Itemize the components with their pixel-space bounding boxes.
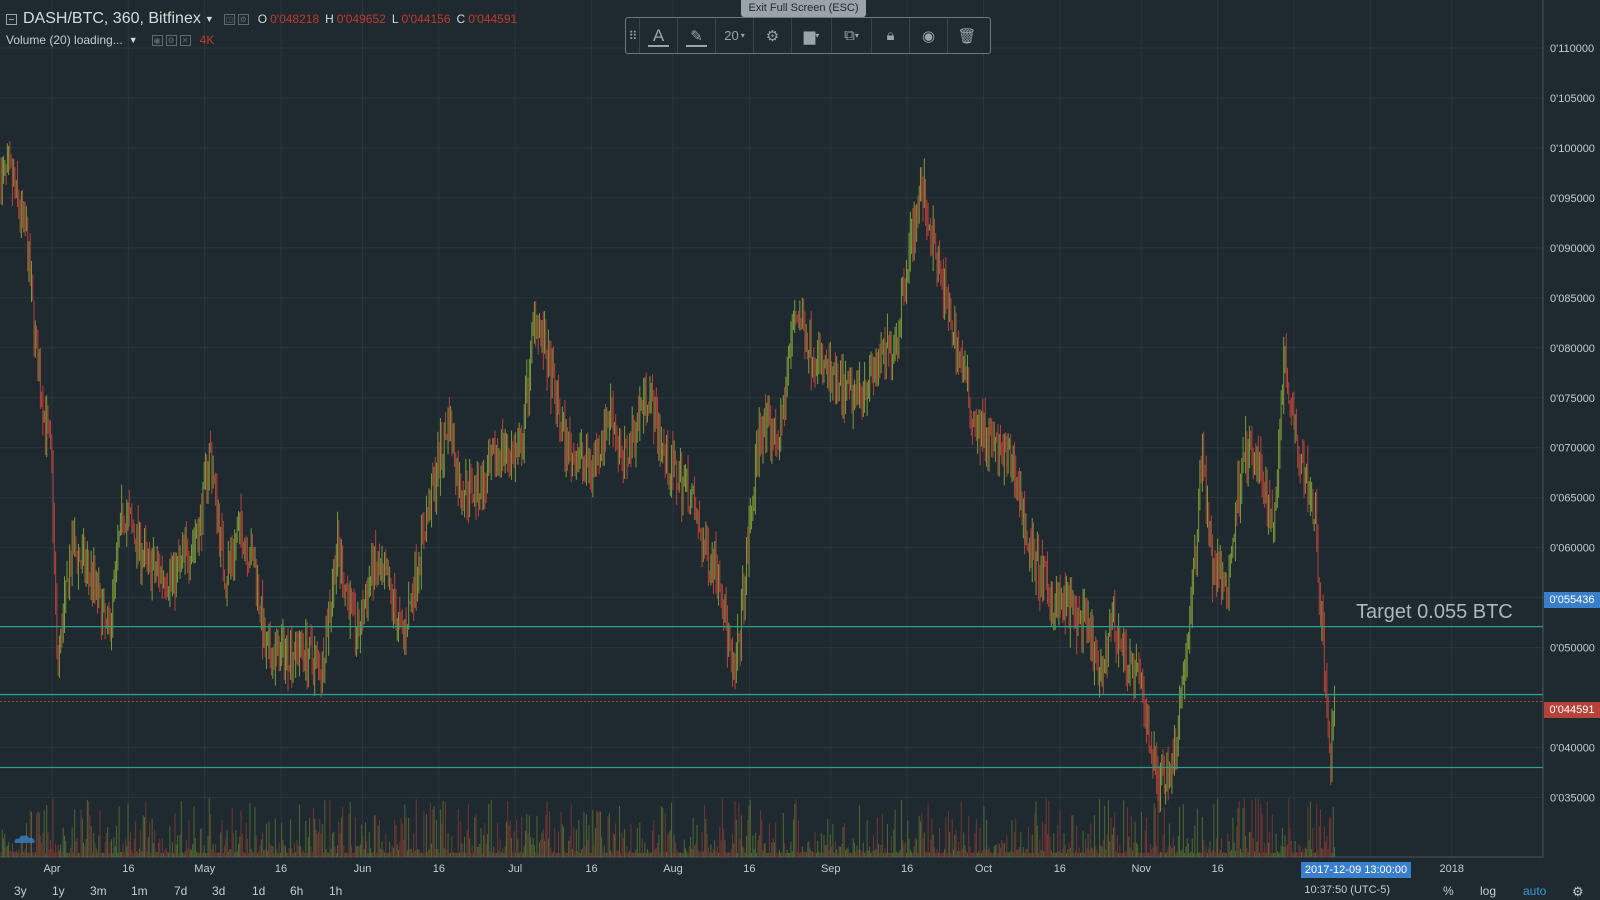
price-tick-label: 0'035000 [1550,793,1595,805]
ohlc-low-value: 0'044156 [401,12,451,26]
font-size-select[interactable]: 20 ▾ [716,18,754,53]
timeframe-1y[interactable]: 1y [52,884,65,898]
percent-toggle[interactable]: % [1443,884,1454,898]
price-tick-label: 0'050000 [1550,643,1595,655]
time-tick-label: 16 [1054,863,1066,875]
lock-icon[interactable]: 🔒︎ [872,18,910,53]
horizontal-lines [0,625,1543,769]
time-tick-label: 16 [433,863,445,875]
price-tick-label: 0'070000 [1550,443,1595,455]
last-price-label: 0'044591 [1544,702,1600,718]
ohlc-low-label: L [391,12,399,26]
ohlc-open-value: 0'048218 [270,12,320,26]
price-tick-label: 0'095000 [1550,193,1595,205]
bottom-bar: 3y 1y 3m 1m 7d 3d 1d 6h 1h 10:37:50 (UTC… [0,880,1600,900]
time-tick-label: 16 [901,863,913,875]
timeframe-7d[interactable]: 7d [174,884,188,898]
price-tick-label: 0'060000 [1550,543,1595,555]
chevron-down-icon[interactable]: ▼ [204,14,214,24]
drawing-toolbar: ⠿ A ✎ 20 ▾ ⚙ ▆ ▾ ⧉ ▾ 🔒︎ ◉ 🗑︎ [625,17,991,54]
price-tick-label: 0'090000 [1550,243,1595,255]
time-axis: Apr 16 May 16 Jun 16 Jul 16 Aug 16 Sep 16 Oct 16 Nov 16… [43,863,1464,875]
gear-icon[interactable]: ⚙ [754,18,792,53]
time-tick-label: 16 [585,863,597,875]
price-line-label: 0'055436 [1544,592,1600,608]
volume-bars [0,798,1335,857]
clock-timezone[interactable]: 10:37:50 (UTC-5) [1304,884,1390,896]
trash-icon[interactable]: 🗑︎ [957,27,977,45]
volume-indicator-label[interactable]: Volume (20) loading... [6,33,123,47]
fill-icon[interactable]: ▆ ▾ [792,18,832,53]
time-tick-label: Nov [1131,863,1151,875]
auto-toggle[interactable]: auto [1523,884,1547,898]
price-tick-label: 0'100000 [1550,143,1595,155]
price-tick-label: 0'080000 [1550,343,1595,355]
ohlc-high-label: H [325,12,334,26]
gear-icon[interactable]: ⚙ [1572,884,1584,899]
target-annotation[interactable]: Target 0.055 BTC [1356,601,1513,623]
ohlc-close-value: 0'044591 [468,12,518,26]
eye-icon[interactable]: ◉ [910,18,948,53]
price-tick-label: 0'110000 [1550,43,1594,55]
gear-mini-icon[interactable]: ⚙ [165,34,177,46]
exit-fullscreen-button[interactable]: Exit Full Screen (ESC) [741,0,866,17]
time-tick-label: 16 [275,863,287,875]
time-tick-label: Aug [663,863,683,875]
time-tick-label: Sep [821,863,841,875]
time-tick-label: 16 [1211,863,1223,875]
time-tick-label: Jun [354,863,372,875]
clone-icon[interactable]: ⧉ ▾ [832,18,872,53]
eye-mini-icon[interactable]: ◉ [151,34,163,46]
drag-handle-icon[interactable]: ⠿ [626,18,640,53]
timeframe-1m[interactable]: 1m [131,884,148,898]
candlesticks [0,141,1335,813]
timeframe-3d[interactable]: 3d [212,884,226,898]
settings-mini-icon[interactable]: ◫ [223,13,235,25]
price-tick-label: 0'105000 [1550,93,1595,105]
timeframe-3m[interactable]: 3m [90,884,107,898]
chevron-down-icon[interactable]: ▼ [128,35,138,45]
time-tick-label: 16 [743,863,755,875]
collapse-icon[interactable] [6,13,17,25]
price-axis: 0'110000 0'105000 0'100000 0'095000 0'090000… [1550,43,1595,805]
cloud-logo-icon [14,835,35,843]
timeframe-6h[interactable]: 6h [290,884,304,898]
ohlc-high-value: 0'049652 [336,12,386,26]
timeframe-3y[interactable]: 3y [14,884,27,898]
price-tick-label: 0'040000 [1550,743,1595,755]
gear-mini-icon[interactable]: ⚙ [237,13,249,25]
font-size-value: 20 [724,28,739,43]
time-tick-label: 2018 [1440,863,1464,875]
close-mini-icon[interactable]: ✕ [179,34,191,46]
time-tick-label: Oct [975,863,992,875]
time-tick-label: 16 [122,863,134,875]
price-tick-label: 0'075000 [1550,393,1595,405]
price-tick-label: 0'065000 [1550,493,1595,505]
timeframe-1h[interactable]: 1h [329,884,343,898]
timeframe-1d[interactable]: 1d [252,884,266,898]
ohlc-close-label: C [456,12,466,26]
pencil-icon[interactable]: ✎ [678,18,716,53]
log-toggle[interactable]: log [1480,884,1497,898]
time-tick-label: Jul [508,863,522,875]
time-tick-label: May [194,863,215,875]
crosshair-time-label: 2017-12-09 13:00:00 [1301,862,1411,878]
symbol-title[interactable]: DASH/BTC, 360, Bitfinex [23,10,201,27]
price-tick-label: 0'085000 [1550,293,1595,305]
volume-value: 4K [199,33,215,47]
text-icon[interactable]: A [640,18,678,53]
time-tick-label: Apr [43,863,60,875]
ohlc-open-label: O [257,12,268,26]
chart-header: DASH/BTC, 360, Bitfinex ▼ ◫ ⚙ O 0'048218… [0,0,560,47]
